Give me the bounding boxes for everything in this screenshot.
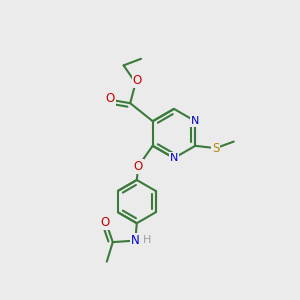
- Text: N: N: [170, 153, 178, 163]
- Text: N: N: [191, 116, 200, 126]
- Text: O: O: [100, 216, 109, 230]
- Text: O: O: [134, 160, 143, 173]
- Text: H: H: [142, 235, 151, 245]
- Text: N: N: [131, 234, 140, 247]
- Text: O: O: [106, 92, 115, 105]
- Text: O: O: [133, 74, 142, 87]
- Text: S: S: [212, 142, 219, 155]
